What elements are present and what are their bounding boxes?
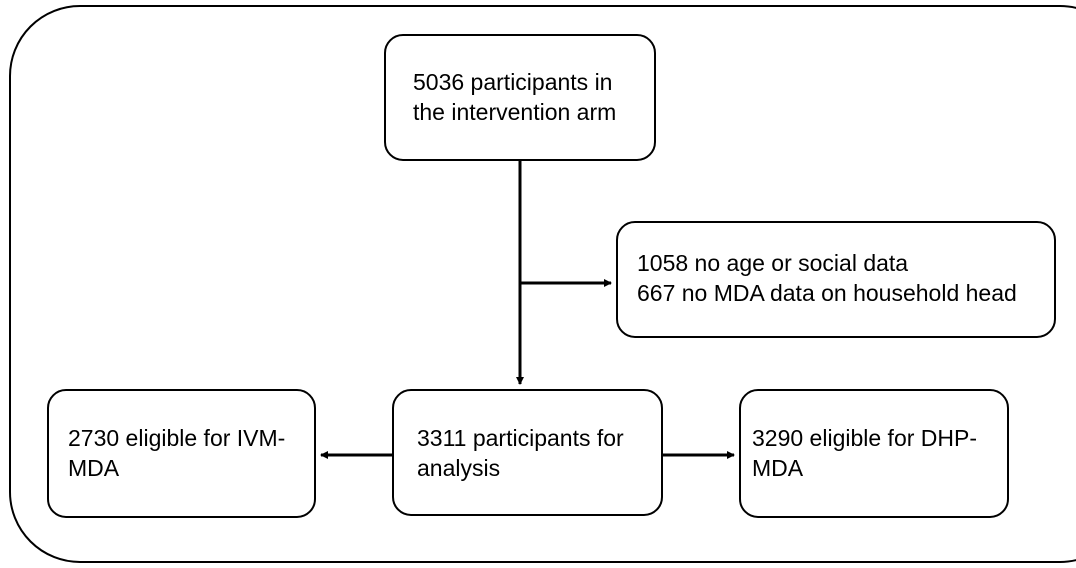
box-text: analysis: [417, 455, 500, 481]
box: [384, 34, 656, 161]
box-text: 667 no MDA data on household head: [637, 280, 1017, 306]
outer-frame: [9, 5, 1076, 563]
box-text: 5036 participants in: [413, 69, 612, 95]
box: [392, 389, 663, 516]
box-text: 3311 participants for: [417, 425, 624, 451]
box-text: MDA: [68, 455, 120, 481]
box-text: 2730 eligible for IVM-: [68, 425, 285, 451]
box: [47, 389, 316, 518]
box-text: the intervention arm: [413, 99, 616, 125]
box-text: 3290 eligible for DHP-: [752, 425, 977, 451]
box: [739, 389, 1009, 518]
box-text: 1058 no age or social data: [637, 250, 908, 276]
box: [616, 221, 1056, 338]
box-text: MDA: [752, 455, 804, 481]
